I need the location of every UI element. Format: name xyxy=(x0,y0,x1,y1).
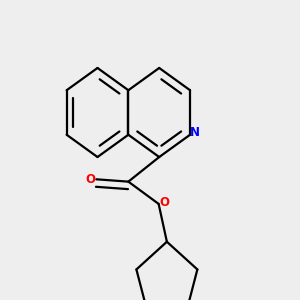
Text: O: O xyxy=(160,196,170,209)
Text: N: N xyxy=(190,126,200,139)
Text: O: O xyxy=(85,173,95,186)
